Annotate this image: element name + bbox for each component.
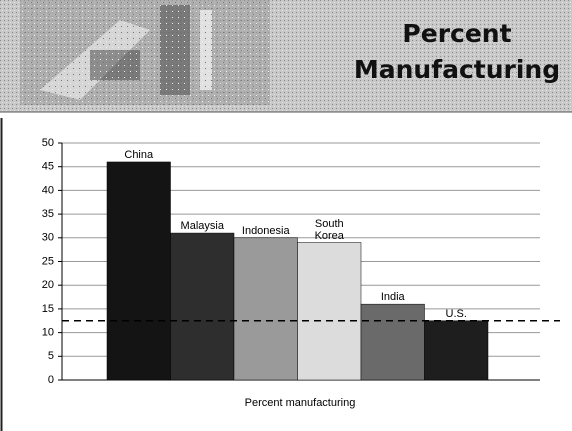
y-tick-label: 5	[48, 350, 54, 362]
x-axis-title: Percent manufacturing	[245, 397, 356, 409]
bar	[170, 232, 235, 381]
category-label: Malaysia	[180, 220, 224, 233]
y-tick-label: 15	[42, 303, 54, 315]
category-label: Indonesia	[241, 224, 290, 237]
bar	[106, 161, 171, 381]
bar	[233, 237, 298, 381]
y-tick-label: 0	[48, 374, 54, 386]
y-tick-label: 30	[42, 232, 54, 244]
y-tick-label: 25	[42, 255, 54, 267]
category-label: India	[380, 291, 405, 304]
y-tick-label: 35	[42, 208, 54, 220]
bar	[424, 320, 489, 381]
y-tick-label: 10	[42, 327, 54, 339]
y-tick-label: 40	[42, 184, 54, 196]
y-tick-label: 50	[42, 137, 54, 149]
category-label: China	[124, 148, 154, 161]
chart-title: Percent Manufacturing	[353, 19, 561, 84]
y-tick-label: 45	[42, 161, 54, 173]
bar	[360, 303, 425, 381]
y-tick-label: 20	[42, 279, 54, 291]
category-label: U.S.	[445, 307, 467, 320]
header-photo	[20, 0, 270, 105]
category-label: South Korea	[314, 217, 344, 242]
bar	[297, 242, 362, 381]
